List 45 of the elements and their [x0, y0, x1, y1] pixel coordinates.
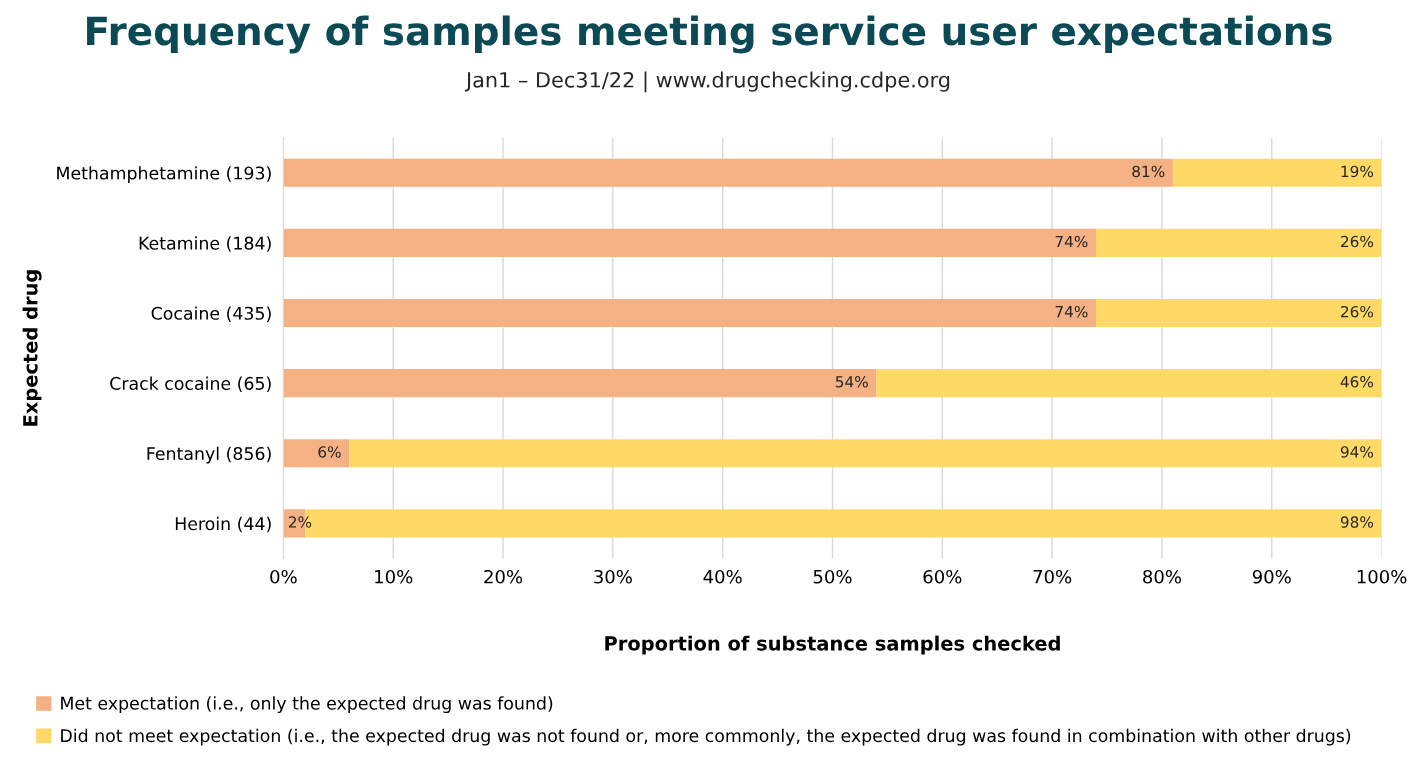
- y-tick-label: Heroin (44): [175, 516, 271, 533]
- data-label: 98%: [1340, 516, 1374, 528]
- x-tick-label: 70%: [1033, 569, 1072, 584]
- data-label: 19%: [1341, 165, 1374, 178]
- data-label: 74%: [1055, 305, 1088, 318]
- data-label: 6%: [318, 446, 341, 458]
- chart-subtitle: Jan1 – Dec31/22 | www.drugchecking.cdpe.org: [464, 71, 950, 93]
- bar: [1096, 298, 1382, 328]
- x-tick-label: 90%: [1252, 569, 1291, 584]
- bar: [349, 439, 1382, 468]
- x-tick-label: 80%: [1143, 569, 1182, 584]
- chart-title: Frequency of samples meeting service user expectations: [87, 15, 1332, 54]
- x-axis-title: Proportion of substance samples checked: [605, 635, 1060, 655]
- x-tick-label: 50%: [813, 569, 852, 584]
- y-axis-title: Expected drug: [22, 270, 42, 426]
- y-tick-label: Fentanyl (856): [147, 446, 271, 464]
- x-tick-label: 30%: [594, 569, 632, 584]
- x-tick-label: 100%: [1357, 569, 1407, 584]
- data-label: 94%: [1340, 446, 1374, 458]
- bar: [1096, 228, 1382, 257]
- bar: [1172, 158, 1382, 187]
- data-label: 74%: [1055, 235, 1088, 248]
- x-tick-label: 0%: [270, 569, 297, 584]
- y-tick-label: Methamphetamine (193): [57, 166, 271, 183]
- bar: [283, 228, 1097, 257]
- data-label: 2%: [288, 516, 312, 528]
- bar: [876, 369, 1382, 398]
- x-tick-label: 20%: [484, 569, 523, 584]
- bar: [283, 298, 1097, 328]
- bar: [283, 158, 1173, 187]
- y-tick-label: Crack cocaine (65): [110, 376, 271, 393]
- data-label: 26%: [1341, 305, 1374, 318]
- data-label: 46%: [1340, 376, 1374, 388]
- bar: [283, 369, 877, 398]
- bar: [283, 439, 350, 468]
- legend-label: Met expectation (i.e., only the expected drug was found): [61, 696, 553, 714]
- data-label: 26%: [1341, 235, 1374, 248]
- x-tick-label: 40%: [703, 569, 742, 584]
- y-tick-label: Cocaine (435): [151, 306, 271, 322]
- data-label: 81%: [1132, 165, 1165, 178]
- data-label: 54%: [835, 376, 868, 388]
- x-tick-label: 60%: [923, 569, 962, 584]
- y-tick-label: Ketamine (184): [139, 236, 271, 252]
- x-tick-label: 10%: [375, 569, 413, 584]
- legend-label: Did not meet expectation (i.e., the expected drug was not found or, more commonly, the expected drug was found in combination with other drugs): [61, 728, 1351, 746]
